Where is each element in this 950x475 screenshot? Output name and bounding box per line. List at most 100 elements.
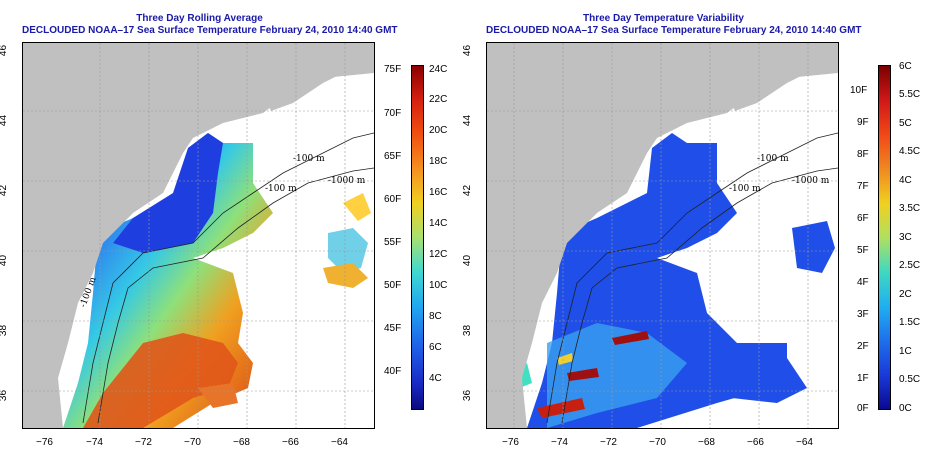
x-tick: −74: [86, 437, 103, 448]
cbar-label: 2C: [899, 289, 912, 300]
y-tick: 38: [462, 324, 474, 337]
cbar-label: 10C: [429, 280, 448, 291]
cbar-label: 3F: [857, 309, 869, 320]
x-tick: −72: [135, 437, 152, 448]
cbar-label: 0C: [899, 403, 912, 414]
y-tick: 40: [462, 254, 474, 267]
sst-patch: [343, 193, 371, 221]
cbar-label: 12C: [429, 249, 448, 260]
cbar-label: 8C: [429, 311, 442, 322]
land-nova-scotia: [717, 43, 838, 111]
right-map[interactable]: -100 m -100 m -1000 m: [486, 42, 839, 429]
contour-1000m: [561, 167, 838, 424]
cbar-label: 0F: [857, 403, 869, 414]
contour-100m: [546, 132, 838, 424]
right-title-line1: Three Day Temperature Variability: [583, 13, 744, 24]
x-tick: −74: [551, 437, 568, 448]
y-tick: 44: [462, 114, 474, 127]
x-tick: −76: [502, 437, 519, 448]
cbar-label: 6C: [899, 61, 912, 72]
x-tick: −64: [796, 437, 813, 448]
cbar-label: 2.5C: [899, 260, 921, 271]
y-tick: 46: [462, 44, 474, 57]
cbar-label: 70F: [384, 108, 402, 119]
cbar-label: 20C: [429, 125, 448, 136]
variability-hot: [612, 331, 649, 345]
lat-lon-grid: [23, 43, 374, 428]
cbar-label: 0.5C: [899, 374, 921, 385]
cbar-label: 18C: [429, 156, 448, 167]
cbar-label: 40F: [384, 366, 402, 377]
contour-label: -1000 m: [328, 176, 366, 186]
cbar-label: 22C: [429, 94, 448, 105]
land: [23, 43, 374, 428]
cbar-label: 14C: [429, 218, 448, 229]
cbar-label: 4C: [429, 373, 442, 384]
left-title-line1: Three Day Rolling Average: [136, 13, 263, 24]
cbar-label: 65F: [384, 151, 402, 162]
x-tick: −68: [233, 437, 250, 448]
right-title: Three Day Temperature Variability DECLOU…: [486, 13, 862, 37]
land: [487, 43, 838, 428]
left-map[interactable]: -100 m -100 m -1000 m -100 m: [22, 42, 375, 429]
left-colorbar: [411, 65, 424, 410]
left-title: Three Day Rolling Average DECLOUDED NOAA…: [22, 13, 398, 37]
cbar-label: 5F: [857, 245, 869, 256]
cbar-label: 16C: [429, 187, 448, 198]
cbar-label: 6F: [857, 213, 869, 224]
x-tick: −68: [698, 437, 715, 448]
x-tick: −72: [600, 437, 617, 448]
land-nova-scotia: [253, 43, 374, 111]
x-tick: −70: [184, 437, 201, 448]
y-tick: 46: [0, 44, 10, 57]
cbar-label: 5C: [899, 118, 912, 129]
cbar-label: 4C: [899, 175, 912, 186]
contour-label: -100 m: [265, 184, 297, 194]
cbar-label: 60F: [384, 194, 402, 205]
sst-patch: [323, 263, 368, 288]
x-tick: −66: [282, 437, 299, 448]
cbar-label: 4.5C: [899, 146, 921, 157]
x-tick: −70: [649, 437, 666, 448]
right-map-svg: -100 m -100 m -1000 m: [487, 43, 838, 428]
cbar-label: 10F: [850, 85, 868, 96]
contour-100m: [82, 132, 374, 424]
variability-mid: [557, 353, 573, 365]
y-tick: 36: [462, 389, 474, 402]
variability-patch: [792, 221, 835, 273]
right-title-line2: DECLOUDED NOAA–17 Sea Surface Temperatur…: [486, 25, 862, 36]
x-tick: −76: [36, 437, 53, 448]
lat-lon-grid: [487, 43, 838, 428]
cbar-label: 3C: [899, 232, 912, 243]
contour-label: -1000 m: [792, 176, 830, 186]
cbar-label: 1.5C: [899, 317, 921, 328]
left-map-svg: -100 m -100 m -1000 m -100 m: [23, 43, 374, 428]
cbar-label: 45F: [384, 323, 402, 334]
cbar-label: 9F: [857, 117, 869, 128]
cbar-label: 6C: [429, 342, 442, 353]
cbar-label: 50F: [384, 280, 402, 291]
x-tick: −64: [331, 437, 348, 448]
variability-hot: [567, 368, 599, 381]
contour-1000m: [97, 167, 374, 424]
warm-core: [83, 333, 238, 428]
y-tick: 42: [462, 184, 474, 197]
cbar-label: 7F: [857, 181, 869, 192]
cbar-label: 55F: [384, 237, 402, 248]
y-tick: 36: [0, 389, 10, 402]
cbar-label: 24C: [429, 64, 448, 75]
blue-shelf: [113, 133, 223, 253]
contour-label: -100 m: [729, 184, 761, 194]
y-tick: 38: [0, 324, 10, 337]
y-tick: 42: [0, 184, 10, 197]
contour-label: -100 m: [757, 154, 789, 164]
cbar-label: 4F: [857, 277, 869, 288]
right-colorbar: [878, 65, 891, 410]
contour-label: -100 m: [293, 154, 325, 164]
cbar-label: 1C: [899, 346, 912, 357]
variability-patch: [727, 358, 807, 403]
cbar-label: 1F: [857, 373, 869, 384]
y-tick: 44: [0, 114, 10, 127]
left-title-line2: DECLOUDED NOAA–17 Sea Surface Temperatur…: [22, 25, 398, 36]
cbar-label: 5.5C: [899, 89, 921, 100]
